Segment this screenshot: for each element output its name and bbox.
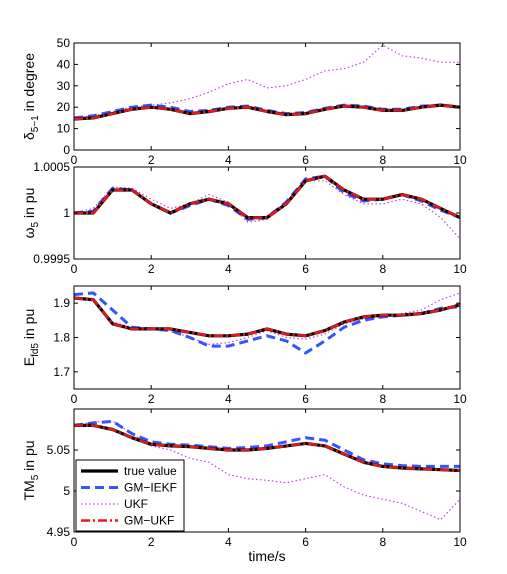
axes-frame	[73, 42, 461, 151]
subplot-1: 0 2 4 6 8 10 0 10 20 30 40 50 δ5−1 in degree	[21, 36, 467, 167]
y-tick-label: 5.05	[47, 443, 71, 457]
y-tick-label: 50	[57, 36, 71, 50]
series-line-ukf	[74, 44, 460, 119]
x-tick-label: 2	[148, 392, 155, 406]
y-tick-label: 1.7	[53, 365, 70, 379]
series-group	[74, 419, 460, 521]
x-tick-label: 0	[71, 535, 78, 549]
legend-label: UKF	[124, 497, 148, 511]
y-tick-label: 1.9	[53, 296, 70, 310]
subplot-2: 0 2 4 6 8 10 0.9995 1 1.0005 ω5 in pu	[21, 160, 467, 276]
x-tick-label: 6	[302, 153, 309, 167]
x-tick-label: 10	[453, 153, 467, 167]
series-line-ukf	[74, 292, 460, 345]
y-tick-label: 20	[57, 100, 71, 114]
plot-area	[74, 286, 460, 389]
y-tick-label: 0	[63, 143, 70, 157]
series-line-gm-ukf	[74, 296, 460, 338]
y-label-rest: in degree	[21, 53, 37, 115]
y-tick-label: 1.0005	[33, 160, 70, 174]
series-group	[74, 174, 460, 240]
x-tick-label: 6	[302, 535, 309, 549]
subplot-3: 0 2 4 6 8 10 1.7 1.8 1.9 Efd5 in pu	[21, 285, 467, 406]
series-line-gm-ukf	[74, 103, 460, 121]
x-tick-label: 2	[148, 262, 155, 276]
y-tick-label: 5	[63, 484, 70, 498]
y-tick-label: 1	[63, 206, 70, 220]
y-label-subscript: fd5	[30, 343, 41, 357]
y-label-main: δ	[21, 132, 37, 140]
x-tick-label: 4	[225, 153, 232, 167]
x-tick-label: 4	[225, 535, 232, 549]
y-label-rest: in pu	[21, 309, 37, 343]
series-group	[74, 291, 460, 355]
y-label-subscript: 5	[30, 221, 41, 227]
x-tick-label: 4	[225, 392, 232, 406]
y-axis-label: Efd5 in pu	[21, 309, 41, 367]
y-axis-label: ω5 in pu	[21, 188, 41, 239]
x-tick-label: 8	[379, 392, 386, 406]
y-tick-label: 40	[57, 57, 71, 71]
y-label-main: TM	[21, 480, 37, 500]
y-label-main: ω	[21, 227, 37, 238]
legend-label: true value	[124, 464, 177, 478]
series-line-ukf	[74, 420, 460, 521]
y-axis-label: δ5−1 in degree	[21, 53, 41, 140]
x-tick-label: 2	[148, 153, 155, 167]
x-tick-label: 8	[379, 262, 386, 276]
y-tick-label: 4.95	[47, 525, 71, 539]
y-tick-label: 30	[57, 79, 71, 93]
y-tick-label: 0.9995	[33, 252, 70, 266]
x-tick-label: 0	[71, 392, 78, 406]
x-tick-label: 0	[71, 153, 78, 167]
legend-label: GM−IEKF	[124, 481, 177, 495]
x-tick-label: 4	[225, 262, 232, 276]
y-tick-label: 1.8	[53, 331, 70, 345]
y-label-main: E	[21, 357, 37, 366]
x-tick-label: 10	[453, 535, 467, 549]
x-tick-label: 2	[148, 535, 155, 549]
x-tick-label: 6	[302, 262, 309, 276]
series-line-gm-ukf	[74, 424, 460, 472]
plot-area	[74, 43, 460, 150]
series-line-ukf	[74, 180, 460, 240]
legend-label: GM−UKF	[124, 514, 174, 528]
x-tick-label: 6	[302, 392, 309, 406]
series-line-gm-ukf	[74, 174, 460, 219]
axes-frame	[73, 408, 461, 533]
x-axis-label: time/s	[248, 548, 285, 564]
x-tick-label: 10	[453, 392, 467, 406]
x-tick-label: 0	[71, 262, 78, 276]
x-tick-label: 10	[453, 262, 467, 276]
y-label-subscript: 5	[30, 474, 41, 480]
y-label-subscript: 5−1	[30, 115, 41, 132]
legend: true value GM−IEKF UKF GM−UKF	[75, 459, 185, 532]
y-label-rest: in pu	[21, 440, 37, 474]
x-tick-label: 8	[379, 535, 386, 549]
plot-area	[74, 167, 460, 259]
y-axis-label: TM5 in pu	[21, 440, 41, 500]
y-tick-label: 10	[57, 122, 71, 136]
y-label-rest: in pu	[21, 188, 37, 222]
series-line-gm-iekf	[74, 419, 460, 468]
series-group	[74, 44, 460, 121]
x-tick-label: 8	[379, 153, 386, 167]
